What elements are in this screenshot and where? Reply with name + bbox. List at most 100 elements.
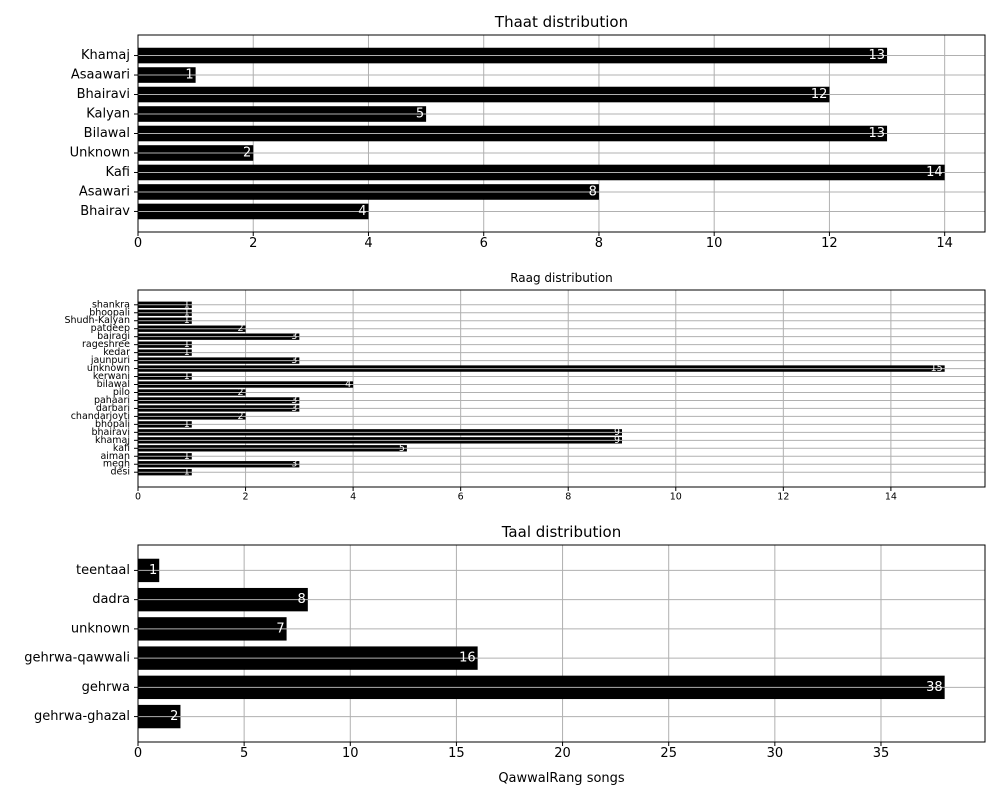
taal-value-label: 1 — [149, 563, 157, 578]
raag-x-tick-label: 12 — [777, 491, 789, 502]
taal-x-tick-label: 25 — [660, 746, 677, 761]
raag-value-label: 3 — [291, 395, 297, 406]
raag-value-label: 1 — [184, 419, 190, 430]
raag-y-tick-label: kedar — [103, 347, 130, 358]
thaat-y-tick-label: Kafi — [106, 165, 130, 180]
raag-y-tick-label: patdeep — [91, 323, 130, 334]
raag-value-label: 1 — [184, 339, 190, 350]
thaat-y-tick-label: Asaawari — [71, 68, 130, 83]
raag-value-label: 1 — [184, 299, 190, 310]
raag-value-label: 3 — [291, 331, 297, 342]
raag-value-label: 1 — [184, 307, 190, 318]
raag-y-tick-label: pilo — [113, 387, 130, 398]
taal-y-tick-label: unknown — [71, 621, 130, 636]
thaat-x-tick-label: 14 — [936, 236, 953, 251]
thaat-value-label: 14 — [926, 165, 943, 180]
raag-y-tick-label: bhoopali — [89, 307, 130, 318]
thaat-value-label: 5 — [416, 107, 424, 122]
raag-x-tick-label: 2 — [243, 491, 249, 502]
raag-value-label: 2 — [238, 387, 244, 398]
taal-x-tick-label: 30 — [767, 746, 784, 761]
raag-value-label: 3 — [291, 403, 297, 414]
thaat-y-tick-label: Bhairav — [80, 204, 130, 219]
taal-x-tick-label: 35 — [873, 746, 890, 761]
raag-value-label: 5 — [399, 443, 405, 454]
raag-y-tick-label: darbari — [96, 403, 130, 414]
taal-x-tick-label: 10 — [342, 746, 359, 761]
raag-y-tick-label: rageshree — [82, 339, 130, 350]
taal-y-tick-label: gehrwa-qawwali — [24, 651, 130, 666]
raag-axes-frame — [137, 289, 986, 488]
taal-y-tick-label: dadra — [92, 592, 130, 607]
taal-y-tick-label: gehrwa — [82, 680, 130, 695]
raag-y-tick-label: desi — [111, 467, 130, 478]
raag-y-tick-label: chandarjoyti — [71, 411, 130, 422]
taal-x-tick-label: 15 — [448, 746, 465, 761]
raag-value-label: 1 — [184, 315, 190, 326]
thaat-value-label: 4 — [358, 204, 366, 219]
thaat-value-label: 12 — [811, 87, 828, 102]
taal-value-label: 38 — [926, 680, 943, 695]
raag-y-tick-label: kerwani — [93, 371, 130, 382]
raag-value-label: 3 — [291, 355, 297, 366]
raag-value-label: 1 — [184, 467, 190, 478]
raag-y-tick-label: shankra — [92, 299, 130, 310]
taal-value-label: 2 — [170, 709, 178, 724]
raag-x-tick-label: 0 — [135, 491, 141, 502]
thaat-value-label: 2 — [243, 145, 251, 160]
raag-y-tick-label: jaunpuri — [90, 355, 130, 366]
raag-x-tick-label: 6 — [458, 491, 464, 502]
thaat-x-tick-label: 4 — [364, 236, 372, 251]
raag-y-tick-label: bairagi — [97, 331, 130, 342]
raag-value-label: 3 — [291, 459, 297, 470]
raag-x-tick-label: 14 — [885, 491, 897, 502]
raag-y-tick-label: megh — [103, 459, 130, 470]
thaat-y-tick-label: Bilawal — [84, 126, 130, 141]
taal-y-tick-label: gehrwa-ghazal — [34, 709, 130, 724]
taal-x-tick-label: 0 — [134, 746, 142, 761]
raag-chart-title: Raag distribution — [510, 271, 613, 285]
thaat-x-tick-label: 0 — [134, 236, 142, 251]
raag-value-label: 2 — [238, 323, 244, 334]
raag-value-label: 1 — [184, 451, 190, 462]
taal-axes-frame — [137, 544, 986, 743]
raag-y-tick-label: unknown — [87, 363, 130, 374]
thaat-x-tick-label: 6 — [480, 236, 488, 251]
thaat-y-tick-label: Khamaj — [81, 48, 130, 63]
raag-x-tick-label: 10 — [670, 491, 682, 502]
taal-x-tick-label: 5 — [240, 746, 248, 761]
thaat-value-label: 13 — [869, 48, 886, 63]
taal-value-label: 7 — [276, 621, 284, 636]
thaat-x-tick-label: 8 — [595, 236, 603, 251]
taal-x-tick-label: 20 — [554, 746, 571, 761]
taal-chart-x-axis-label: QawwalRang songs — [498, 771, 625, 786]
taal-value-label: 16 — [459, 651, 476, 666]
thaat-chart-title: Thaat distribution — [494, 13, 628, 31]
taal-y-tick-label: teentaal — [76, 563, 130, 578]
raag-chart: Raag distribution desi 1 megh 3 aiman 1 kafi 5 k… — [64, 271, 986, 502]
raag-x-tick-label: 4 — [350, 491, 356, 502]
taal-value-label: 8 — [298, 592, 306, 607]
thaat-y-tick-label: Asawari — [79, 184, 130, 199]
raag-y-tick-label: Shudh-Kalyan — [64, 315, 130, 326]
taal-chart-title: Taal distribution — [501, 523, 621, 541]
taal-chart: Taal distribution QawwalRang songs gehrw… — [24, 523, 986, 786]
thaat-y-tick-label: Unknown — [70, 145, 130, 160]
thaat-chart: Thaat distribution Bhairav 4 Asawari 8 Kafi 1… — [70, 13, 986, 251]
raag-y-tick-label: pahaari — [94, 395, 130, 406]
raag-value-label: 9 — [614, 435, 620, 446]
thaat-x-tick-label: 12 — [821, 236, 838, 251]
raag-y-tick-label: bhopali — [95, 419, 130, 430]
raag-x-tick-label: 8 — [565, 491, 571, 502]
thaat-x-tick-label: 2 — [249, 236, 257, 251]
thaat-value-label: 1 — [185, 68, 193, 83]
raag-value-label: 9 — [614, 427, 620, 438]
raag-y-tick-label: kafi — [113, 443, 130, 454]
thaat-y-tick-label: Bhairavi — [77, 87, 130, 102]
raag-value-label: 4 — [345, 379, 351, 390]
thaat-value-label: 8 — [589, 184, 597, 199]
raag-value-label: 1 — [184, 347, 190, 358]
raag-y-tick-label: aiman — [100, 451, 130, 462]
thaat-value-label: 13 — [869, 126, 886, 141]
